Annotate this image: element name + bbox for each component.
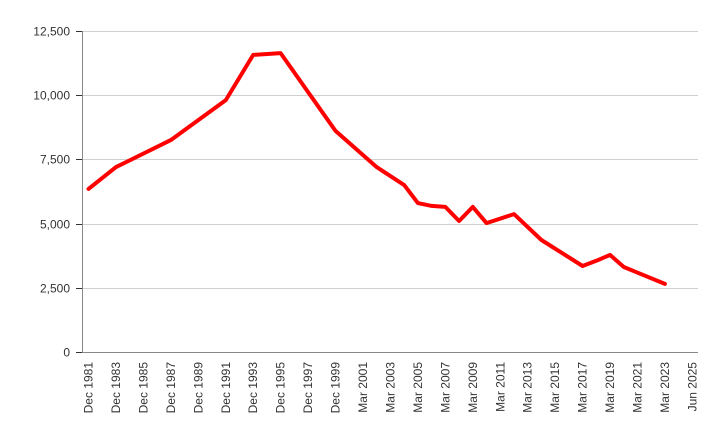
y-tick-label: 2,500 <box>40 282 70 296</box>
x-tick-label: Jun 2025 <box>685 362 699 412</box>
y-tick-label: 10,000 <box>33 89 70 103</box>
x-tick-label: Mar 2007 <box>438 362 452 413</box>
gridlines <box>82 31 698 289</box>
y-tick-label: 5,000 <box>40 218 70 232</box>
x-tick-label: Dec 1987 <box>164 362 178 414</box>
x-tick-label: Mar 2019 <box>603 362 617 413</box>
x-tick-label: Mar 2001 <box>356 362 370 413</box>
x-tick-label: Dec 1993 <box>246 362 260 414</box>
x-tick-label: Mar 2011 <box>493 362 507 412</box>
x-tick-label: Dec 1981 <box>82 362 96 414</box>
data-series-line <box>86 51 667 286</box>
x-tick-label: Mar 2003 <box>383 362 397 413</box>
x-tick-label: Mar 2005 <box>411 362 425 413</box>
x-tick-label: Dec 1997 <box>301 362 315 414</box>
x-tick-label: Mar 2017 <box>576 362 590 413</box>
x-tick-label: Dec 1985 <box>136 362 150 414</box>
x-tick-label: Mar 2015 <box>548 362 562 413</box>
x-tick-label: Dec 1995 <box>274 362 288 414</box>
x-tick-label: Mar 2009 <box>466 362 480 413</box>
y-axis: 0 2,500 5,000 7,500 10,000 12,500 <box>33 25 83 360</box>
x-tick-label: Dec 1989 <box>191 362 205 414</box>
x-tick-label: Mar 2021 <box>631 362 645 413</box>
x-tick-label: Mar 2023 <box>658 362 672 413</box>
x-tick-label: Dec 1991 <box>219 362 233 414</box>
x-tick-label: Mar 2013 <box>521 362 535 413</box>
y-tick-label: 7,500 <box>40 153 70 167</box>
x-axis: Dec 1981 Dec 1983 Dec 1985 Dec 1987 Dec 1989… <box>82 352 699 414</box>
x-tick-label: Dec 1999 <box>329 362 343 414</box>
y-tick-label: 12,500 <box>33 25 70 39</box>
x-tick-label: Dec 1983 <box>109 362 123 414</box>
y-tick-label: 0 <box>63 346 70 360</box>
